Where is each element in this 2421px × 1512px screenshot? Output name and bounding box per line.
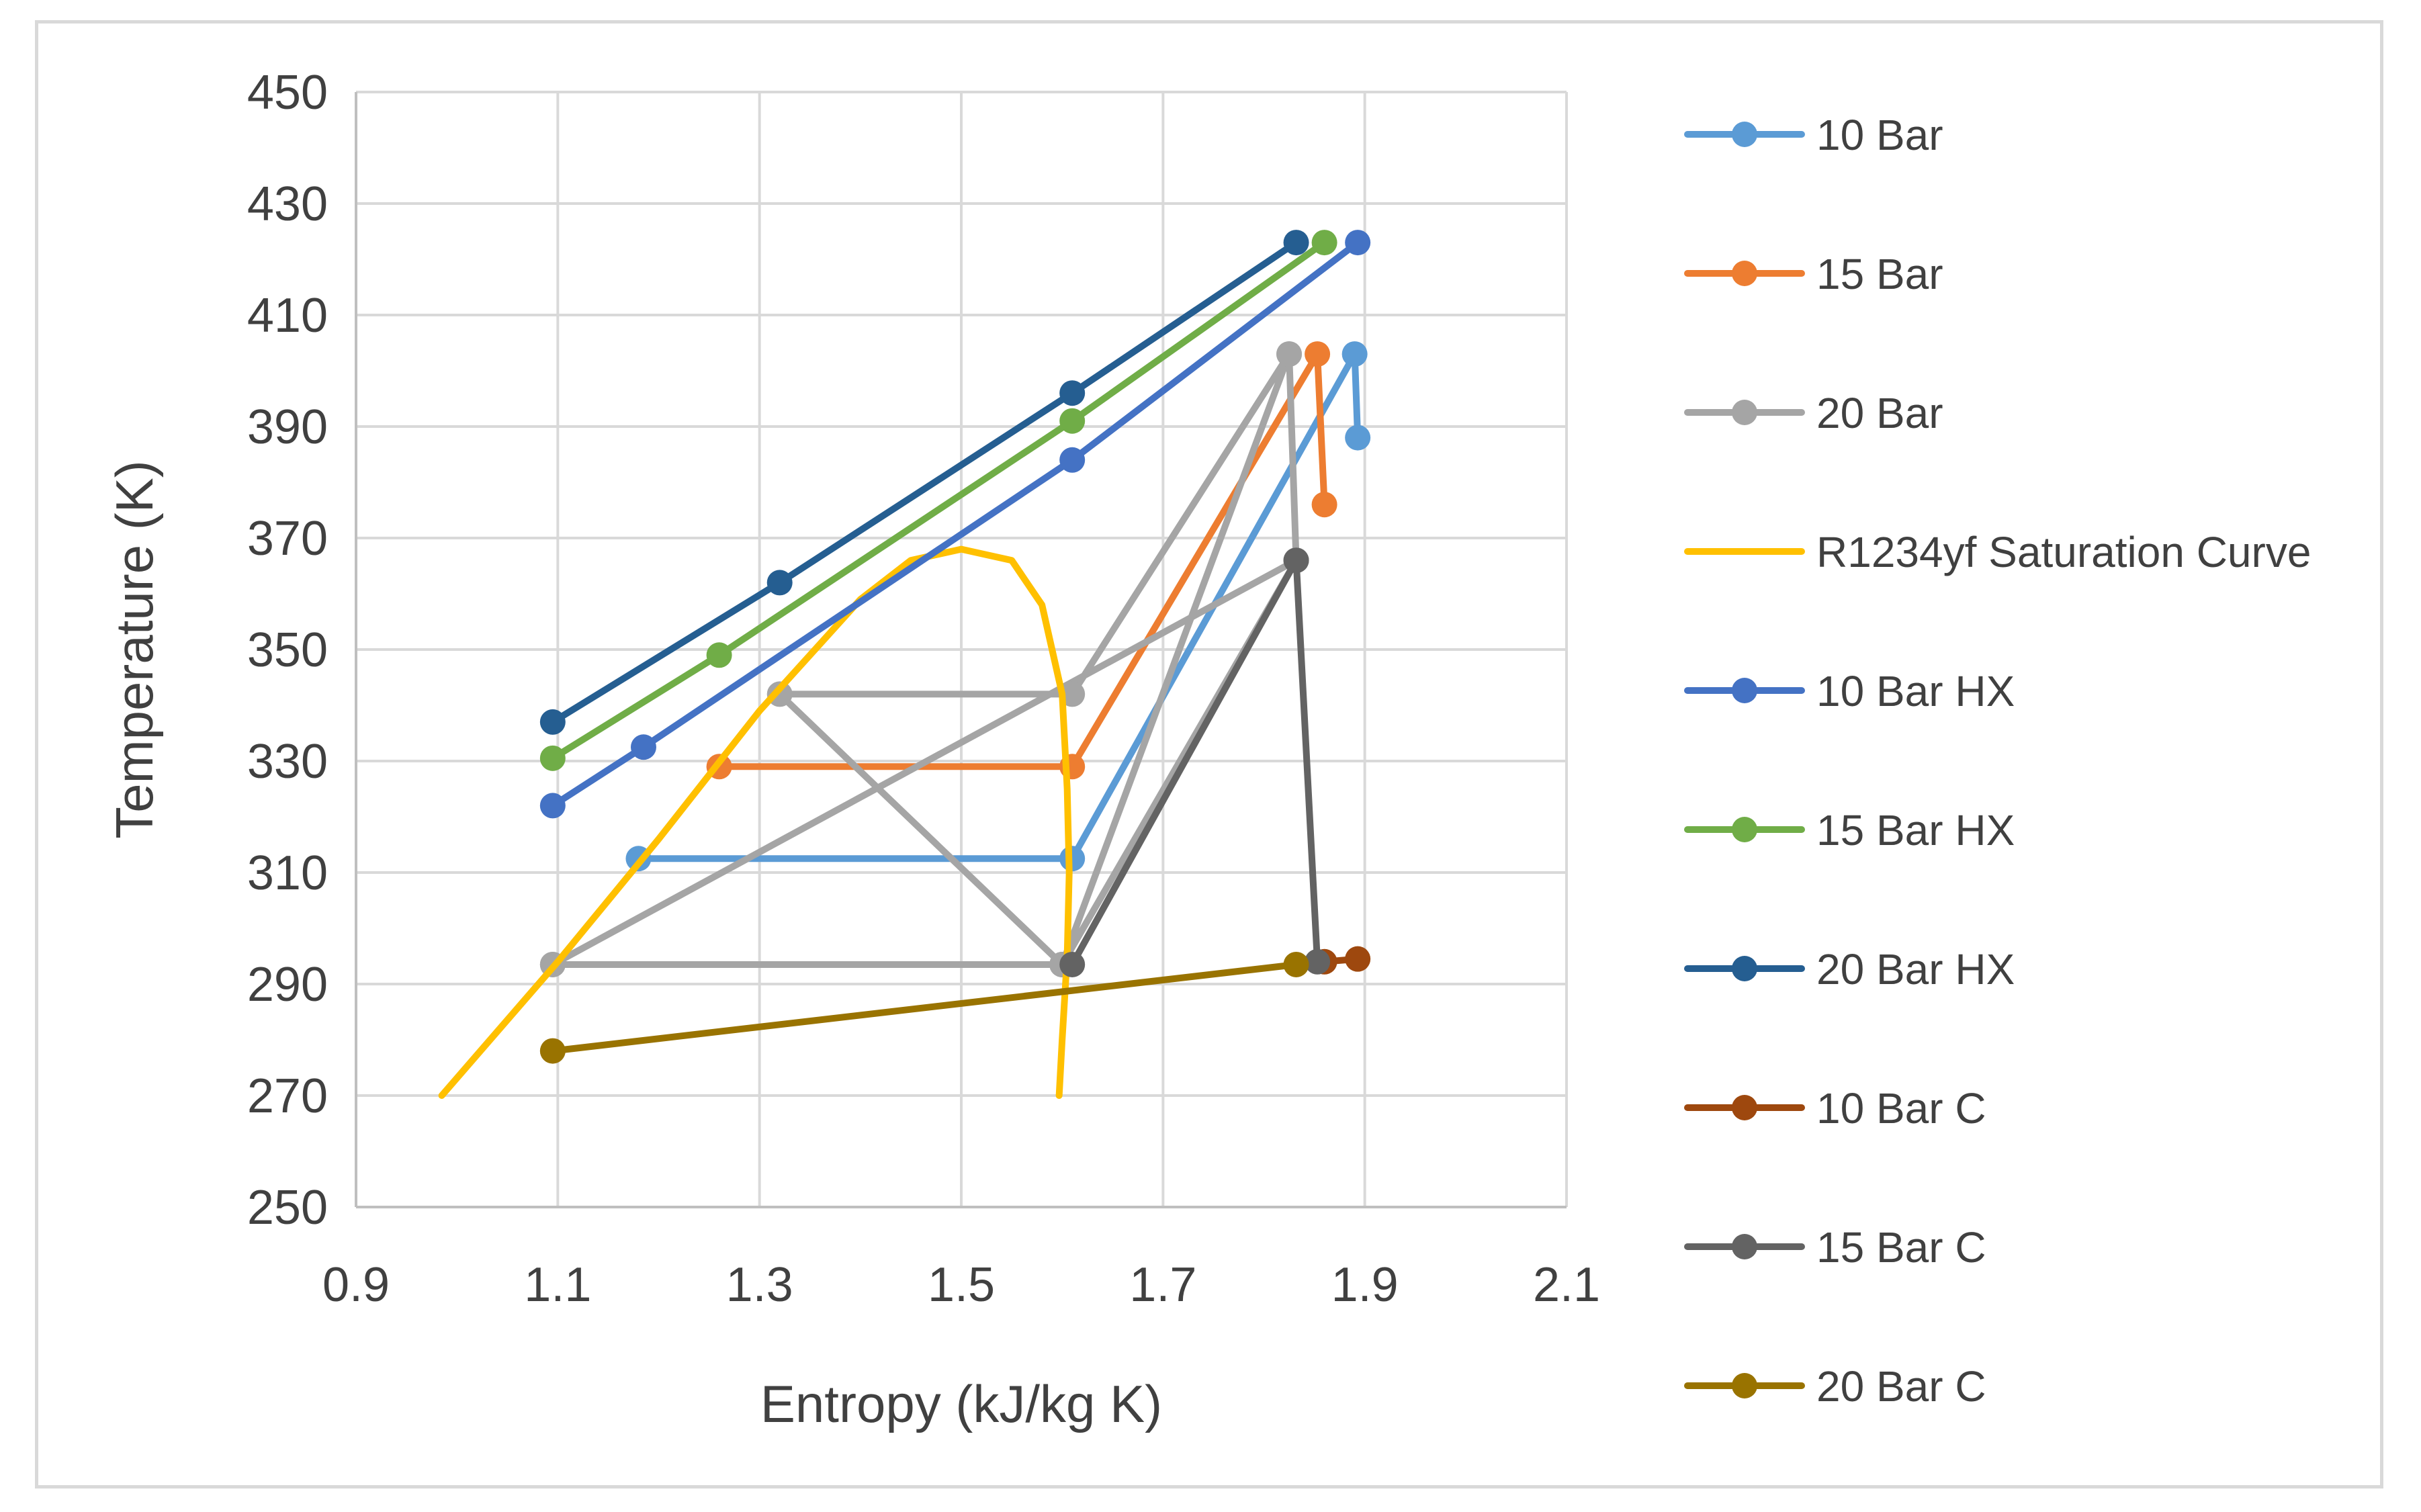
legend-swatch-marker [1732,400,1757,425]
x-axis-title: Entropy (kJ/kg K) [760,1374,1162,1433]
data-point [1345,230,1371,256]
data-point [1311,492,1337,518]
legend-label: 15 Bar [1816,250,1943,298]
series-line [549,239,1300,725]
y-tick-label: 310 [247,846,328,900]
series-line [549,239,1328,762]
legend-item: 15 Bar HX [1684,806,2015,854]
legend-label: 20 Bar C [1816,1362,1986,1411]
series-line [715,351,1328,770]
data-point [1059,380,1086,406]
legend-label: R1234yf Saturation Curve [1816,528,2311,576]
legend-swatch-marker [1732,261,1757,286]
y-tick-label: 270 [247,1069,328,1123]
legend-item: 20 Bar HX [1684,945,2015,993]
series-20-bar-c [539,951,1309,1064]
gridlines [355,91,1568,1208]
legend: 10 Bar 15 Bar 20 Bar R1234yf Saturation Cur… [1684,111,2311,1411]
data-point [1059,951,1086,977]
series-15-bar-c [1059,547,1331,977]
x-tick-label: 1.7 [1129,1258,1196,1312]
y-tick-label: 350 [247,623,328,677]
legend-label: 20 Bar HX [1816,945,2015,993]
data-point [1283,951,1309,977]
series-20-bar-hx [539,230,1309,735]
legend-label: 10 Bar C [1816,1084,1986,1132]
chart-svg: 0.9 1.1 1.3 1.5 1.7 1.9 2.1 250 270 290 310 330 350 3… [105,66,2311,1433]
x-tick-label: 1.9 [1331,1258,1399,1312]
y-tick-label: 450 [247,66,328,120]
legend-label: 10 Bar HX [1816,667,2015,715]
y-tick-label: 370 [247,512,328,566]
data-point [1345,425,1371,451]
legend-swatch-marker [1732,956,1757,981]
x-tick-label: 1.3 [726,1258,793,1312]
legend-item: 10 Bar HX [1684,667,2015,715]
data-point [1311,230,1337,256]
data-point [1059,447,1086,473]
legend-item: 10 Bar C [1684,1084,1986,1132]
legend-swatch-marker [1732,817,1757,842]
axes: 0.9 1.1 1.3 1.5 1.7 1.9 2.1 250 270 290 310 330 350 3… [247,66,1600,1312]
legend-swatch-marker [1732,1373,1757,1398]
data-point [1341,341,1368,367]
legend-swatch-marker [1732,1095,1757,1120]
legend-label: 15 Bar HX [1816,806,2015,854]
legend-label: 20 Bar [1816,389,1943,437]
series-line [438,545,1073,1099]
data-point [1345,946,1371,972]
x-tick-label: 1.1 [524,1258,591,1312]
legend-item: 15 Bar [1684,250,1943,298]
x-tick-label: 0.9 [322,1258,390,1312]
series-r1234yf-saturation-curve [438,545,1073,1099]
data-point [1305,341,1331,367]
series-10-bar-hx [539,230,1371,819]
legend-label: 10 Bar [1816,111,1943,159]
series-line [1069,557,1321,968]
legend-item: 15 Bar C [1684,1223,1986,1272]
series-15-bar-hx [539,230,1337,771]
legend-item: 20 Bar C [1684,1362,1986,1411]
data-point [1059,681,1086,707]
data-point [539,709,566,735]
data-point [1276,341,1303,367]
data-point [1059,408,1086,434]
series-line [549,961,1300,1055]
legend-label: 15 Bar C [1816,1223,1986,1272]
y-tick-label: 390 [247,400,328,454]
y-tick-label: 250 [247,1181,328,1235]
data-point [539,745,566,771]
data-point [539,1038,566,1064]
data-point [1283,230,1309,256]
legend-item: 20 Bar [1684,389,1943,437]
y-axis-title: Temperature (K) [105,460,164,839]
data-point [539,793,566,819]
chart-frame: 0.9 1.1 1.3 1.5 1.7 1.9 2.1 250 270 290 310 330 350 3… [35,20,2383,1488]
series-line [549,239,1362,809]
data-point [1283,547,1309,574]
legend-item: 10 Bar [1684,111,1943,159]
legend-swatch-marker [1732,1234,1757,1259]
data-point [1305,948,1331,975]
data-point [630,734,656,760]
legend-item: R1234yf Saturation Curve [1684,528,2311,576]
data-point [706,642,732,668]
x-tick-label: 1.5 [928,1258,995,1312]
data-point [766,570,793,596]
y-tick-label: 330 [247,735,328,789]
series-layer [438,230,1371,1099]
legend-swatch-marker [1732,678,1757,703]
y-tick-label: 430 [247,177,328,231]
y-tick-label: 290 [247,958,328,1012]
y-tick-label: 410 [247,289,328,343]
legend-swatch-marker [1732,122,1757,147]
x-tick-label: 2.1 [1533,1258,1600,1312]
